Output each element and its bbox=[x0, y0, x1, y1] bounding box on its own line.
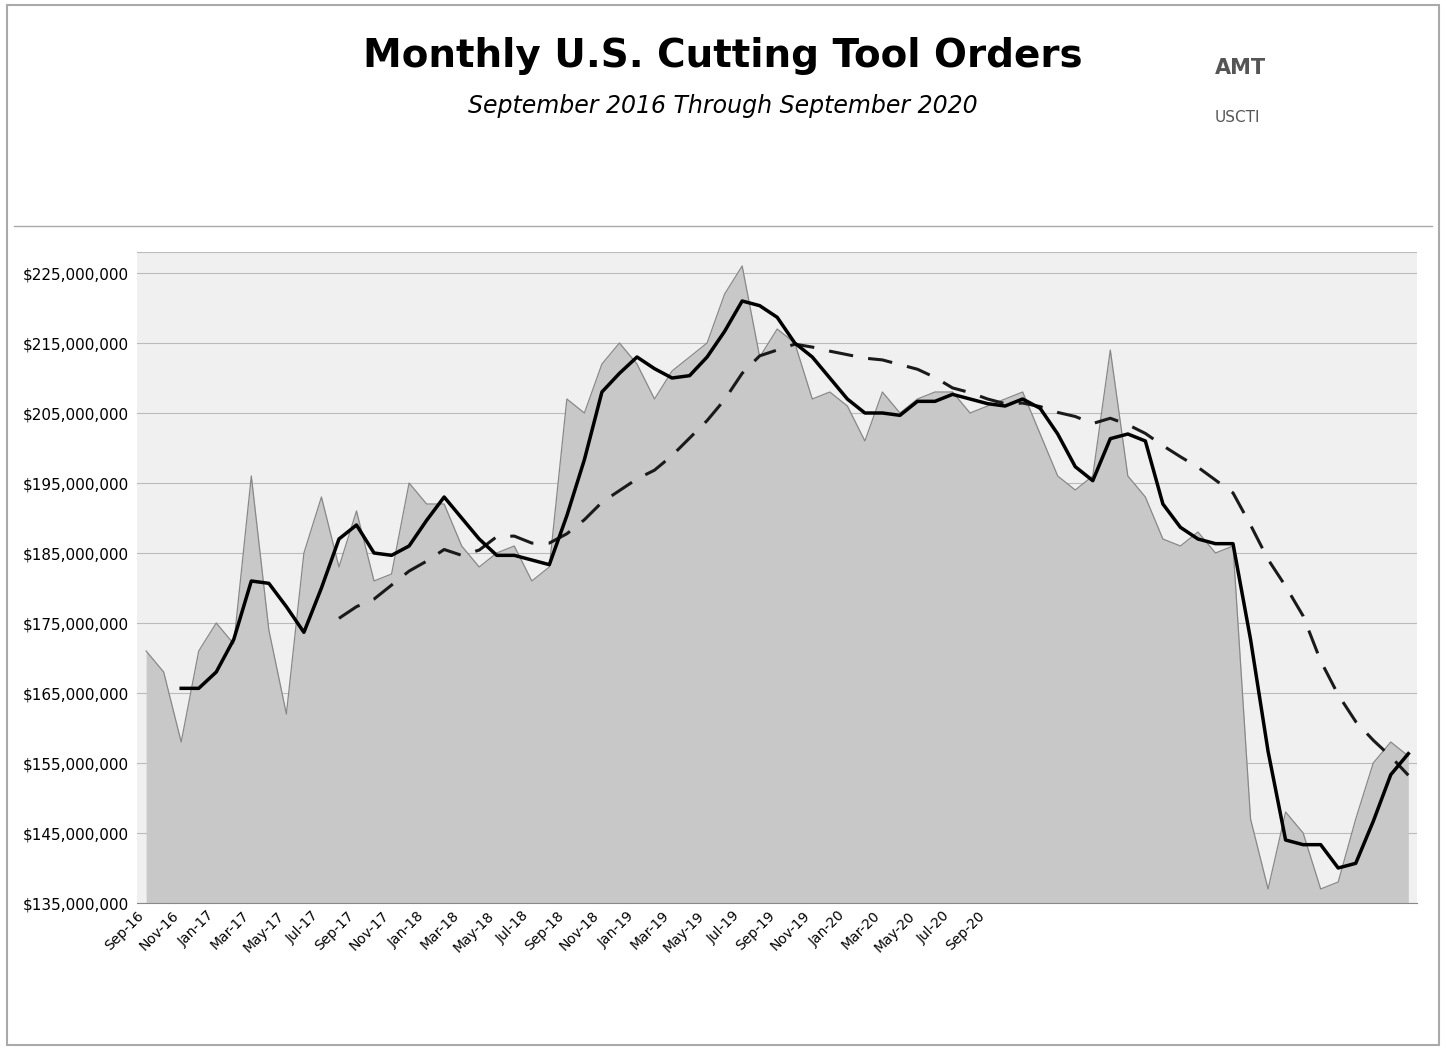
Text: September 2016 Through September 2020: September 2016 Through September 2020 bbox=[469, 94, 977, 119]
Text: USCTI: USCTI bbox=[1215, 110, 1259, 125]
Text: Monthly U.S. Cutting Tool Orders: Monthly U.S. Cutting Tool Orders bbox=[363, 37, 1083, 75]
Text: AMT: AMT bbox=[1215, 58, 1265, 78]
Text: CTMR: CTMR bbox=[61, 104, 134, 132]
